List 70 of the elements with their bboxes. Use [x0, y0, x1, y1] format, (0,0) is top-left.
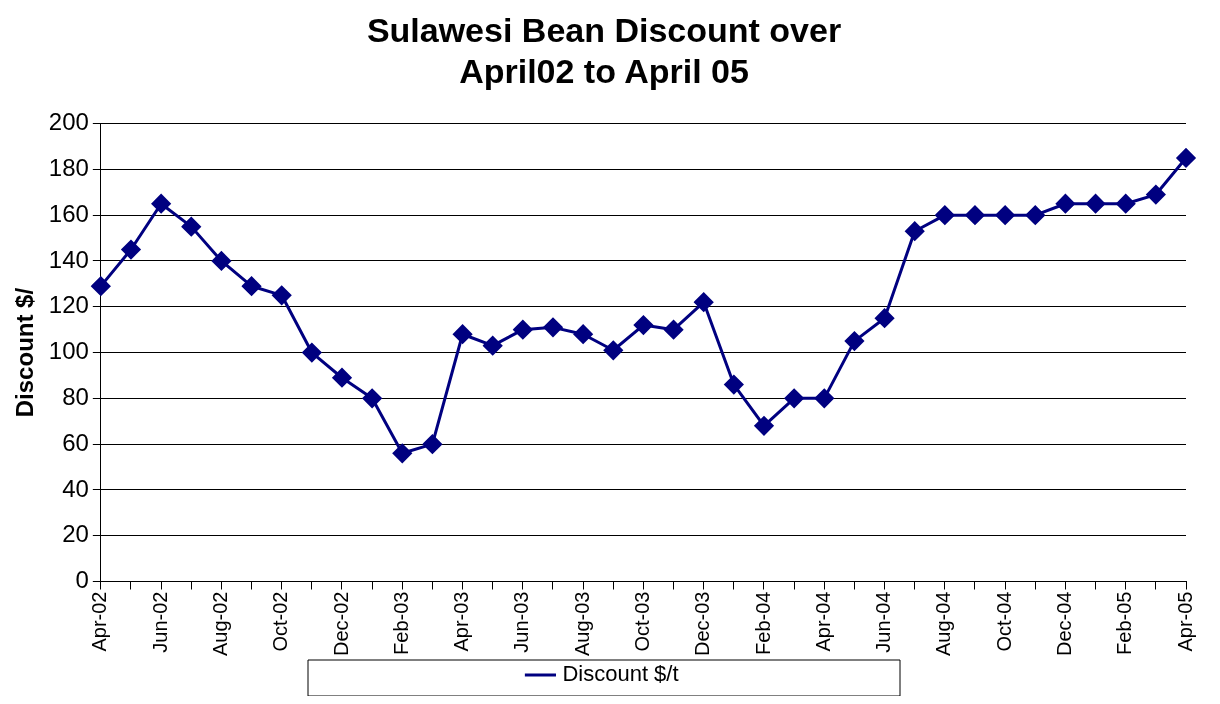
x-tick-label: Apr-05 — [1173, 591, 1196, 652]
point — [1176, 148, 1196, 168]
y-tick-label: 0 — [75, 566, 89, 594]
y-tick-label: 140 — [48, 245, 89, 273]
point — [905, 221, 925, 241]
x-tick-label: Oct-04 — [992, 591, 1015, 652]
y-tick-label: 100 — [48, 337, 89, 365]
point — [483, 336, 503, 356]
point — [633, 315, 653, 335]
point — [1086, 194, 1106, 214]
point — [754, 416, 774, 436]
point — [211, 251, 231, 271]
point — [935, 205, 955, 225]
y-tick-label: 180 — [48, 154, 89, 182]
x-tick-label: Dec-03 — [691, 591, 714, 656]
x-tick-label: Oct-03 — [630, 591, 653, 652]
x-tick-label: Aug-02 — [208, 591, 231, 657]
point — [995, 205, 1015, 225]
chart-title: Sulawesi Bean Discount over April02 to April 05 — [366, 10, 842, 90]
point — [121, 240, 141, 260]
point — [1055, 194, 1075, 214]
point — [573, 324, 593, 344]
x-tick-label: Apr-03 — [450, 591, 473, 652]
y-tick-label: 160 — [48, 199, 89, 227]
x-tick-label: Jun-03 — [510, 591, 533, 653]
point — [875, 308, 895, 328]
point — [151, 194, 171, 214]
point — [453, 324, 473, 344]
y-axis-title: Discount $/ — [11, 287, 39, 418]
point — [422, 434, 442, 454]
x-tick-label: Oct-02 — [269, 591, 292, 652]
x-tick-label: Aug-04 — [932, 591, 955, 657]
point — [543, 317, 563, 337]
point — [784, 388, 804, 408]
y-tick-label: 40 — [62, 474, 89, 502]
point — [844, 331, 864, 351]
point — [513, 320, 533, 340]
point — [965, 205, 985, 225]
legend-label: Discount $/t — [562, 661, 679, 687]
y-tick-label: 80 — [62, 382, 89, 410]
y-tick-label: 120 — [48, 291, 89, 319]
point — [1025, 205, 1045, 225]
x-tick-label: Apr-02 — [88, 591, 111, 652]
point — [1116, 194, 1136, 214]
point — [302, 343, 322, 363]
x-tick-label: Jun-02 — [148, 591, 171, 653]
x-tick-label: Feb-05 — [1113, 591, 1136, 655]
x-tick-label: Apr-04 — [811, 591, 834, 652]
point — [1146, 185, 1166, 205]
point — [181, 217, 201, 237]
x-tick-label: Dec-04 — [1052, 591, 1075, 656]
x-tick-label: Jun-04 — [872, 591, 895, 653]
point — [603, 340, 623, 360]
point — [362, 388, 382, 408]
y-tick-label: 20 — [62, 520, 89, 548]
x-tick-label: Dec-02 — [329, 591, 352, 656]
y-tick-label: 60 — [62, 428, 89, 456]
x-tick-label: Feb-03 — [389, 591, 412, 655]
point — [91, 276, 111, 296]
point — [814, 388, 834, 408]
point — [242, 276, 262, 296]
point — [694, 292, 714, 312]
point — [272, 285, 292, 305]
y-tick-label: 200 — [48, 108, 89, 136]
x-tick-label: Aug-03 — [570, 591, 593, 657]
point — [724, 375, 744, 395]
point — [664, 320, 684, 340]
point — [392, 443, 412, 463]
x-tick-label: Feb-04 — [751, 591, 774, 655]
point — [332, 368, 352, 388]
